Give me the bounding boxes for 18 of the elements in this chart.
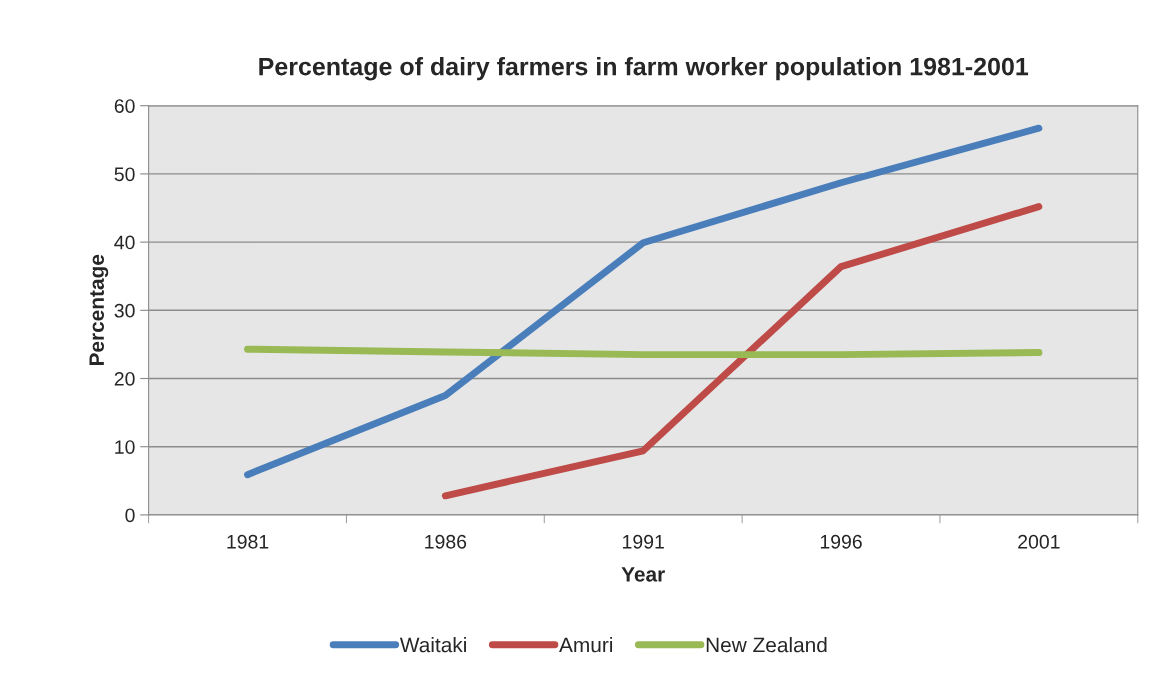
- y-tick-label: 50: [114, 167, 135, 182]
- y-tick-label: 60: [114, 99, 135, 113]
- y-tick-label: 10: [115, 440, 135, 454]
- chart-title: Percentage of dairy farmers in farm worker population 1981-2001: [259, 57, 1029, 81]
- y-tick-label: 30: [114, 303, 135, 318]
- x-tick-label: 2001: [1018, 534, 1060, 549]
- x-tick-label: 1991: [623, 534, 664, 549]
- x-tick-label: 1996: [820, 534, 862, 549]
- y-axis-title: Percentage: [89, 254, 109, 366]
- legend-label: Amuri: [559, 637, 613, 653]
- x-tick-label: 1981: [227, 534, 269, 549]
- y-tick-label: 0: [125, 508, 135, 523]
- legend-label: Waitaki: [399, 637, 466, 653]
- x-axis-title: Year: [621, 567, 665, 582]
- legend-label: New Zealand: [706, 637, 827, 653]
- x-tick-label: 1986: [425, 534, 467, 549]
- y-tick-label: 20: [114, 371, 135, 386]
- y-tick-label: 40: [114, 235, 135, 250]
